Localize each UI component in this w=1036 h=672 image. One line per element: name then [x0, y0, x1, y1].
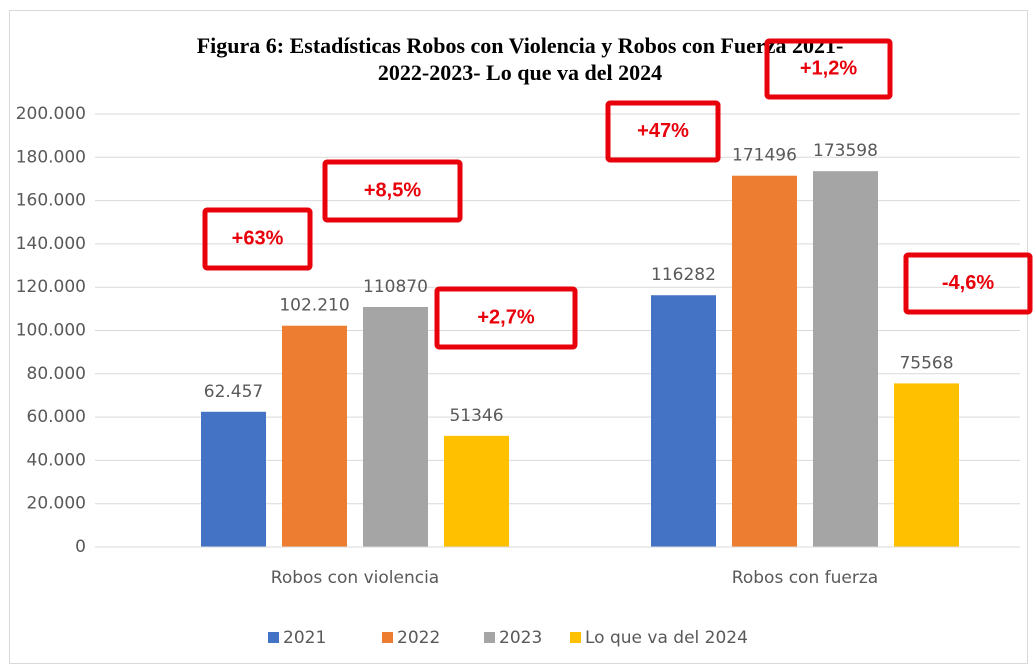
annotation-box	[605, 100, 721, 163]
legend-swatch	[268, 632, 279, 643]
y-tick-label: 40.000	[27, 450, 86, 470]
y-tick-label: 100.000	[16, 321, 86, 341]
annotation: +47%	[637, 120, 689, 142]
annotation: +63%	[232, 227, 284, 249]
data-label: 62.457	[204, 382, 263, 402]
bar	[363, 306, 428, 547]
bar	[444, 435, 509, 547]
data-label: 171496	[732, 146, 797, 166]
legend-label: 2021	[283, 628, 326, 648]
data-label: 110870	[363, 277, 428, 297]
chart-title: Figura 6: Estadísticas Robos con Violenc…	[197, 33, 844, 58]
legend-swatch	[484, 632, 495, 643]
bar	[813, 171, 878, 547]
y-tick-label: 20.000	[27, 494, 86, 514]
annotation: +1,2%	[800, 57, 857, 79]
bar	[894, 383, 959, 547]
y-tick-label: 160.000	[16, 191, 86, 211]
y-tick-label: 120.000	[16, 277, 86, 297]
annotation-box	[903, 252, 1033, 315]
annotation: +2,7%	[477, 306, 534, 328]
bar	[282, 325, 347, 547]
data-label: 116282	[651, 265, 716, 285]
legend-label: Lo que va del 2024	[585, 628, 748, 648]
bar	[732, 175, 797, 547]
y-tick-label: 80.000	[27, 364, 86, 384]
x-tick-label: Robos con violencia	[271, 568, 439, 588]
y-tick-label: 60.000	[27, 407, 86, 427]
y-tick-label: 0	[75, 537, 86, 557]
x-tick-label: Robos con fuerza	[732, 568, 878, 588]
bar	[201, 411, 266, 547]
y-tick-label: 200.000	[16, 104, 86, 124]
annotation-box	[202, 207, 313, 271]
data-label: 102.210	[279, 296, 349, 316]
legend-label: 2023	[499, 628, 542, 648]
data-label: 51346	[449, 406, 503, 426]
y-tick-label: 140.000	[16, 234, 86, 254]
legend-swatch	[382, 632, 393, 643]
annotation: -4,6%	[942, 272, 994, 294]
annotation-box	[434, 286, 578, 350]
y-tick-label: 180.000	[16, 147, 86, 167]
chart-title: 2022-2023- Lo que va del 2024	[378, 60, 662, 85]
data-label: 173598	[813, 141, 878, 161]
annotation-box	[322, 159, 463, 223]
bar	[651, 295, 716, 547]
legend-swatch	[570, 632, 581, 643]
legend-label: 2022	[397, 628, 440, 648]
annotation: +8,5%	[364, 179, 421, 201]
annotation-box	[764, 38, 893, 100]
data-label: 75568	[899, 353, 953, 373]
